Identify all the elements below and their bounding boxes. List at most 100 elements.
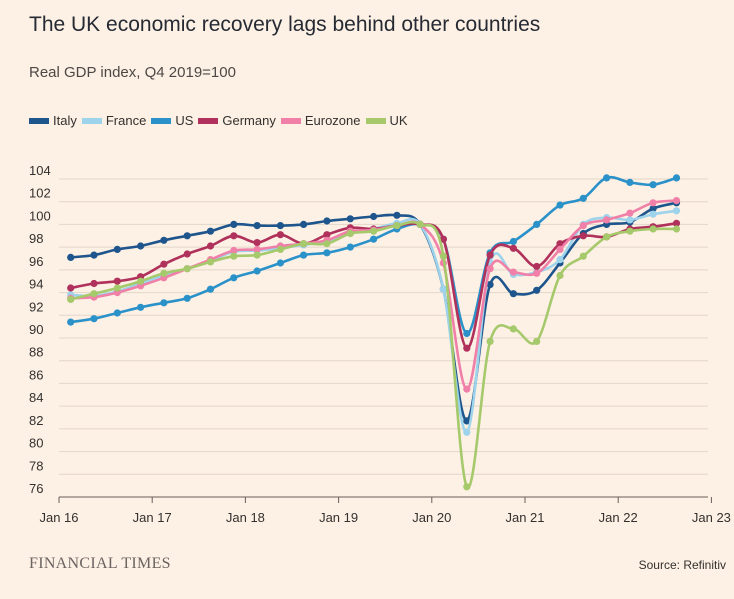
x-tick-label: Jan 17 xyxy=(133,510,172,525)
data-point-uk xyxy=(160,269,168,277)
x-tick-label: Jan 16 xyxy=(39,510,78,525)
y-tick-label: 84 xyxy=(29,390,43,405)
chart-legend: Italy France US Germany Eurozone UK xyxy=(29,113,413,128)
data-point-us xyxy=(253,267,261,275)
data-point-eurozone xyxy=(556,245,564,253)
legend-swatch-germany xyxy=(198,117,219,124)
data-point-germany xyxy=(67,284,75,292)
x-tick-label: Jan 18 xyxy=(226,510,265,525)
data-point-italy xyxy=(183,232,191,240)
y-tick-label: 94 xyxy=(29,277,43,292)
y-tick-label: 78 xyxy=(29,458,43,473)
data-point-france xyxy=(649,210,657,218)
data-point-italy xyxy=(393,211,401,219)
data-point-eurozone xyxy=(672,197,681,205)
legend-label-us: US xyxy=(175,113,194,128)
data-point-italy xyxy=(486,281,494,289)
data-point-germany xyxy=(206,242,215,250)
data-point-us xyxy=(183,294,191,302)
data-point-germany xyxy=(509,244,517,252)
data-point-germany xyxy=(579,232,587,240)
y-tick-label: 96 xyxy=(29,254,43,269)
data-point-uk xyxy=(533,337,541,345)
data-point-us xyxy=(509,237,517,246)
data-point-italy xyxy=(370,212,378,221)
data-point-germany xyxy=(533,262,541,271)
x-tick-label: Jan 23 xyxy=(692,510,731,525)
data-point-eurozone xyxy=(649,199,657,207)
y-tick-label: 90 xyxy=(29,322,43,337)
data-point-uk xyxy=(672,225,681,233)
legend-swatch-eurozone xyxy=(280,117,301,124)
data-point-us xyxy=(649,181,657,189)
data-point-uk xyxy=(346,229,354,238)
data-point-eurozone xyxy=(230,246,238,255)
data-point-italy xyxy=(90,251,98,259)
x-tick-label: Jan 22 xyxy=(599,510,638,525)
data-point-italy xyxy=(113,245,121,253)
y-tick-label: 102 xyxy=(29,186,51,201)
data-point-italy xyxy=(253,222,261,230)
data-point-italy xyxy=(206,227,215,235)
y-tick-label: 82 xyxy=(29,413,43,428)
data-point-germany xyxy=(439,235,447,243)
data-point-germany xyxy=(486,251,494,259)
data-point-uk xyxy=(137,277,145,285)
series-us xyxy=(67,174,681,338)
legend-item-italy: Italy xyxy=(29,113,77,128)
y-tick-label: 86 xyxy=(29,367,43,382)
chart-title: The UK economic recovery lags behind oth… xyxy=(29,13,541,36)
legend-item-germany: Germany xyxy=(198,113,276,128)
data-point-eurozone xyxy=(253,245,261,253)
legend-item-us: US xyxy=(151,113,193,128)
data-point-germany xyxy=(160,260,168,268)
data-point-italy xyxy=(230,220,238,228)
data-point-germany xyxy=(463,344,471,352)
data-point-us xyxy=(113,309,121,317)
data-point-us xyxy=(323,249,331,257)
data-point-eurozone xyxy=(603,216,611,224)
series-lines xyxy=(67,174,681,491)
data-point-us xyxy=(300,251,308,259)
data-point-uk xyxy=(649,225,657,233)
data-point-uk xyxy=(323,240,331,248)
legend-label-italy: Italy xyxy=(53,113,77,128)
data-point-us xyxy=(160,299,168,307)
data-point-uk xyxy=(416,220,424,228)
grid-lines: 76 78 80 82 84 86 88 90 92 94 96 98 100 102 104 xyxy=(29,163,708,498)
legend-label-uk: UK xyxy=(389,113,408,128)
y-tick-label: 80 xyxy=(29,436,43,451)
data-point-uk xyxy=(603,233,611,241)
x-tick-label: Jan 21 xyxy=(505,510,544,525)
data-point-italy xyxy=(463,417,471,425)
data-point-uk xyxy=(300,240,308,248)
data-point-france xyxy=(556,256,564,264)
data-point-italy xyxy=(323,217,331,225)
data-point-germany xyxy=(276,231,284,239)
data-point-us xyxy=(67,318,75,326)
y-tick-label: 92 xyxy=(29,299,43,314)
data-point-uk xyxy=(486,337,494,345)
data-point-eurozone xyxy=(533,269,541,277)
data-point-uk xyxy=(626,227,634,235)
data-point-eurozone xyxy=(579,222,587,230)
data-point-eurozone xyxy=(626,209,634,217)
data-point-uk xyxy=(67,295,75,303)
data-point-eurozone xyxy=(486,265,494,273)
data-point-italy xyxy=(300,220,308,228)
data-point-uk xyxy=(183,265,191,273)
series-line-italy xyxy=(70,201,677,423)
data-point-us xyxy=(626,178,634,186)
data-point-us xyxy=(533,220,541,228)
legend-swatch-france xyxy=(81,117,102,124)
series-uk xyxy=(67,220,681,491)
y-tick-label: 98 xyxy=(29,231,43,246)
data-point-uk xyxy=(393,222,401,230)
data-point-us xyxy=(579,194,587,202)
source-note: Source: Refinitiv xyxy=(638,558,726,572)
data-point-italy xyxy=(509,290,517,298)
data-point-us xyxy=(370,235,378,243)
data-point-uk xyxy=(556,271,564,280)
data-point-uk xyxy=(463,483,471,491)
